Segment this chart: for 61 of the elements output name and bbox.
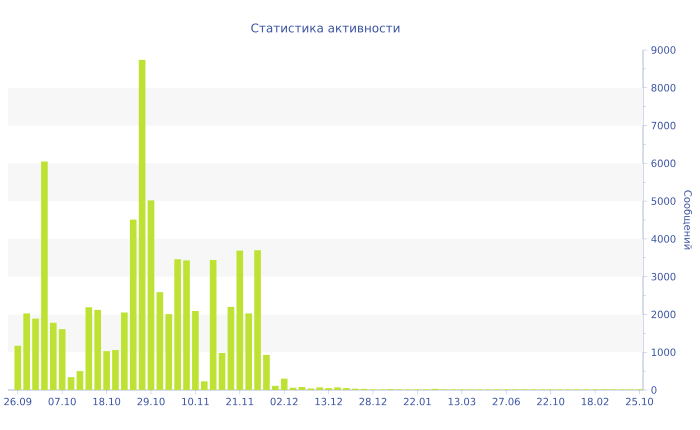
bar [245,313,252,390]
bar [130,220,137,390]
bar [263,354,270,390]
y-tick-label: 1000 [652,348,676,356]
bar [272,386,279,390]
y-tick-label: 0 [651,386,656,394]
bar [174,259,181,390]
bar [156,292,164,390]
x-tick-label: 18.10 [93,398,120,406]
x-tick-label: 22.01 [404,398,431,406]
y-axis-title: Сообщений [682,190,692,250]
bar [316,387,324,390]
bar [85,307,92,390]
y-tick-label: 4000 [651,235,676,243]
bar [94,310,102,390]
bar [148,200,154,390]
bar [121,312,128,390]
x-tick-label: 02.12 [270,398,298,406]
bar [165,314,172,390]
x-tick-label: 21.11 [226,398,254,406]
y-tick-label: 2000 [652,310,676,318]
bar [23,313,30,390]
bar [200,381,208,390]
x-tick-label: 28.12 [360,398,386,406]
y-tick-label: 9000 [651,46,676,54]
x-tick-label: 13.12 [315,398,342,406]
bar [103,351,110,390]
x-tick-label: 13.03 [448,398,476,406]
bar [41,161,48,390]
y-tick-label: 7000 [652,122,676,130]
x-tick-label: 27.06 [492,398,520,406]
bar [183,260,190,390]
bar [298,386,306,390]
bar [192,311,199,390]
bar [254,250,261,390]
x-tick-label: 25.10 [626,398,654,406]
bar [112,350,119,390]
bar [32,318,39,390]
x-tick-label: 18.02 [582,398,608,406]
y-tick-label: 8000 [651,84,676,92]
bar [280,378,288,390]
bar [50,322,57,390]
bar [58,329,66,390]
bar [236,250,244,390]
bar [14,346,22,390]
x-tick-label: 29.10 [137,398,165,406]
x-tick-label: 10.11 [182,398,209,406]
y-tick-label: 3000 [652,272,676,280]
y-tick-label: 6000 [651,160,676,168]
bar [228,306,234,390]
bar [334,387,341,390]
bar [68,377,74,390]
bar [138,60,146,390]
bar [218,352,226,390]
bar [210,260,216,390]
x-tick-label: 26.09 [4,398,32,406]
y-tick-label: 5000 [652,197,676,205]
chart-title: Статистика активности [251,23,400,33]
bar [76,371,84,390]
x-tick-label: 07.10 [48,398,76,406]
x-tick-label: 22.10 [537,398,564,406]
